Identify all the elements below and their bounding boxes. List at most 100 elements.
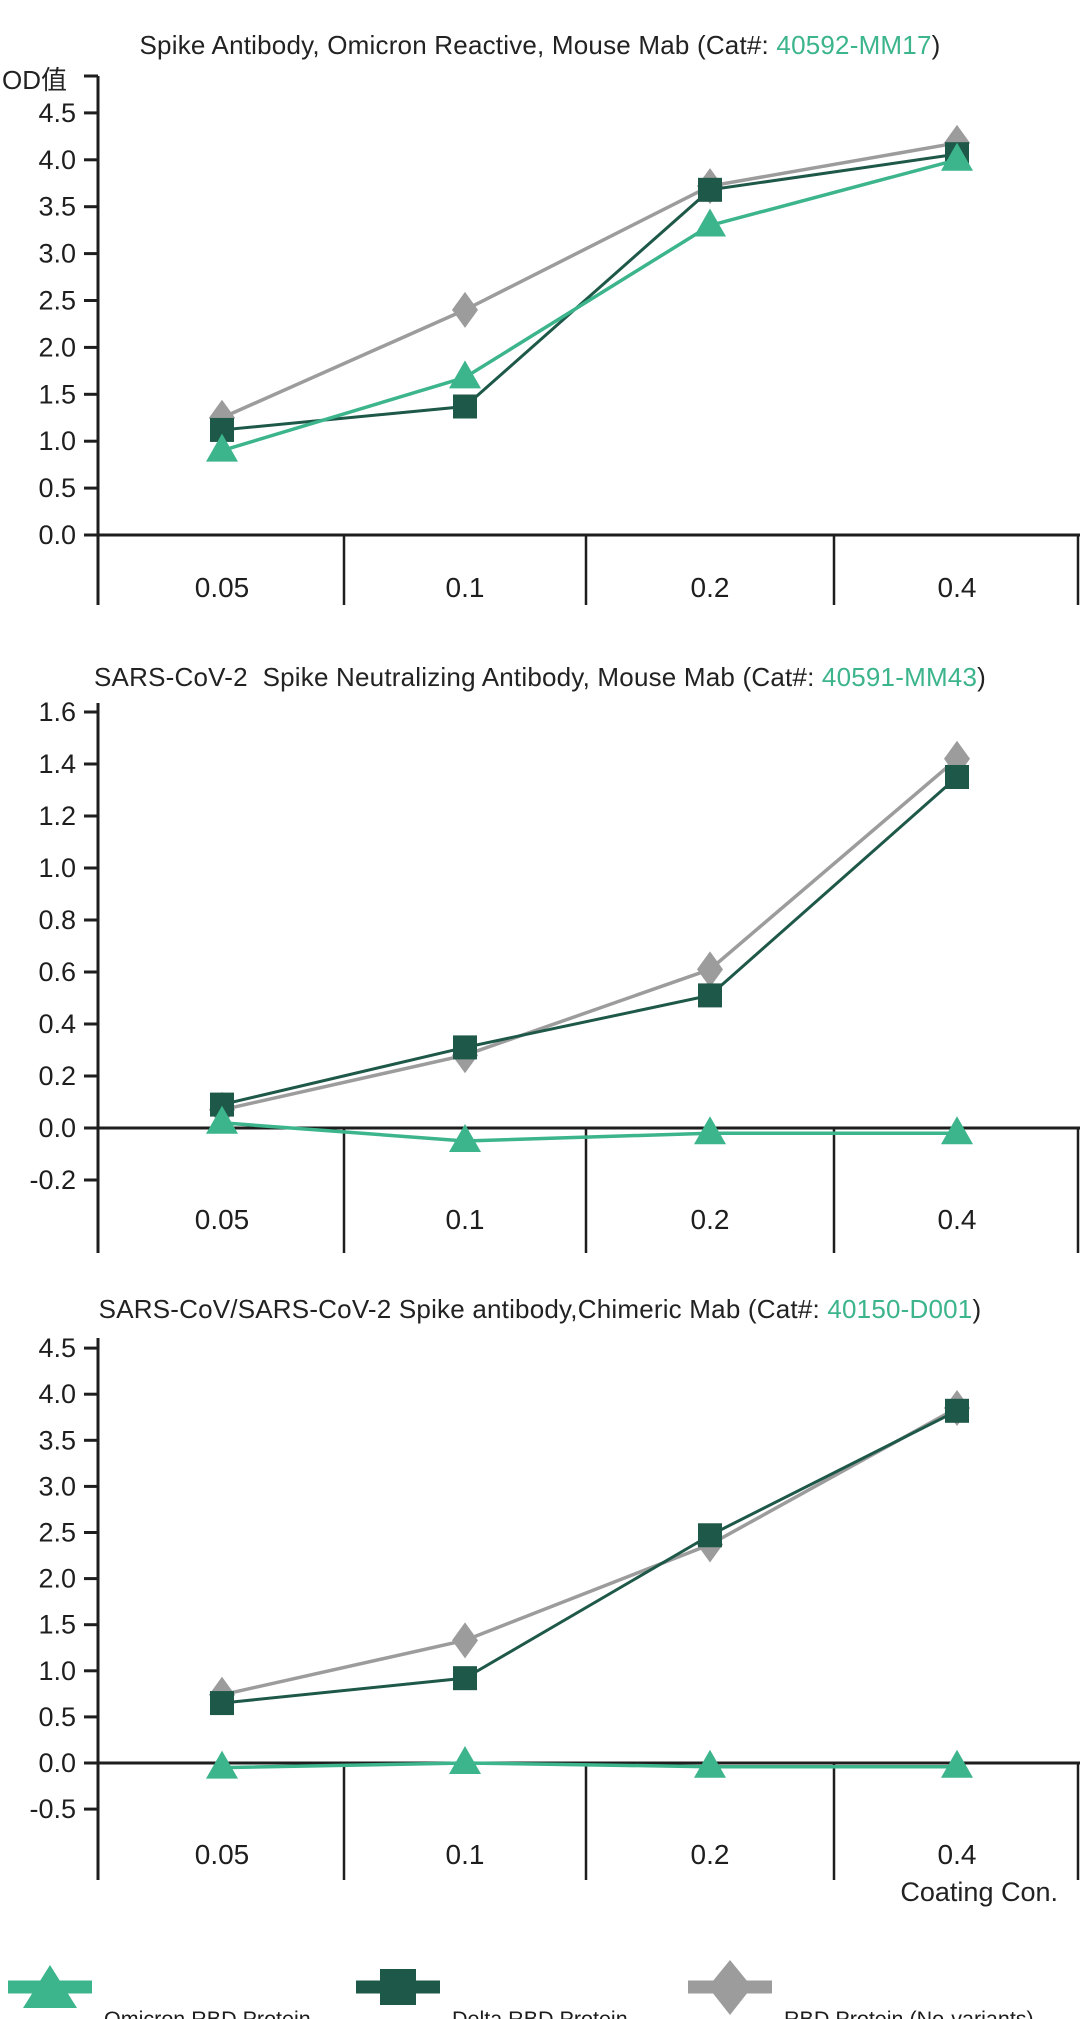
y-tick-label: 2.5 <box>38 286 76 316</box>
square-marker-icon <box>945 1398 969 1423</box>
triangle-marker-icon <box>941 142 973 171</box>
y-tick-label: 4.0 <box>38 145 76 175</box>
chart3-title: SARS-CoV/SARS-CoV-2 Spike antibody,Chime… <box>98 1294 982 1324</box>
triangle-marker-icon <box>449 1124 481 1152</box>
chart2-plot: 1.6 1.4 1.2 1.0 0.8 0.6 0.4 0.2 0.0 -0.2 0.05 0.1 0.… <box>29 697 1080 1253</box>
y-tick-label: 0.0 <box>38 520 76 550</box>
y-tick-label: 0.4 <box>38 1009 76 1039</box>
triangle-marker-icon <box>694 1749 726 1778</box>
chart1-title: Spike Antibody, Omicron Reactive, Mouse … <box>139 30 941 60</box>
square-marker-icon <box>698 983 722 1008</box>
diamond-marker-icon <box>452 291 478 328</box>
y-tick-label: 0.0 <box>38 1748 76 1778</box>
y-tick-label: 0.8 <box>38 905 76 935</box>
y-tick-label: 2.0 <box>38 1564 76 1594</box>
chart1-plot: 4.5 4.0 3.5 3.0 2.5 2.0 1.5 1.0 0.5 0.0 0.05 0.1 0.2… <box>38 74 1080 605</box>
x-tick-label: 0.1 <box>446 572 485 603</box>
triangle-marker-icon <box>941 1749 973 1778</box>
x-tick-label: 0.4 <box>938 572 977 603</box>
chart1-cat-number: 40592-MM17 <box>776 30 932 60</box>
y-tick-label: 4.5 <box>38 98 76 128</box>
x-tick-label: 0.05 <box>195 1839 250 1870</box>
y-tick-label: 3.0 <box>38 239 76 269</box>
triangle-marker-icon <box>206 1750 238 1779</box>
legend-item-omicron: Omicron RBD Protein (Cat#: 40592-V08H121… <box>8 1950 332 2019</box>
x-tick-label: 0.2 <box>691 1204 730 1235</box>
triangle-marker-icon <box>206 433 238 462</box>
series-line <box>221 158 958 453</box>
y-tick-label: 3.5 <box>38 192 76 222</box>
y-axis-label-od: OD值 <box>2 65 68 95</box>
square-marker-icon <box>210 1691 234 1716</box>
legend-item-rbd: RBD Protein (No-variants) (Cat#: 40592-V… <box>688 1950 1034 2019</box>
square-marker-icon <box>945 765 969 789</box>
series-line <box>221 141 958 420</box>
y-tick-label: 1.5 <box>38 379 76 409</box>
y-tick-label: 4.5 <box>38 1333 76 1363</box>
y-tick-label: 1.0 <box>38 853 76 883</box>
legend-text-omicron: Omicron RBD Protein (Cat#: 40592-V08H121… <box>104 1950 332 2019</box>
chart1-title-text: Spike Antibody, Omicron Reactive, Mouse … <box>139 30 777 60</box>
y-tick-label: 2.5 <box>38 1518 76 1548</box>
y-tick-label: 3.0 <box>38 1471 76 1501</box>
y-tick-label: 2.0 <box>38 332 76 362</box>
series-line <box>221 1761 957 1770</box>
x-tick-label: 0.4 <box>938 1839 977 1870</box>
triangle-marker-icon <box>694 1116 726 1145</box>
series-line <box>221 1121 957 1143</box>
x-tick-label: 0.1 <box>446 1204 485 1235</box>
y-tick-label: 1.4 <box>38 749 76 779</box>
y-tick-label: 4.0 <box>38 1379 76 1409</box>
square-marker-icon <box>453 1035 477 1060</box>
triangle-marker-icon <box>941 1116 973 1145</box>
y-tick-label: 0.0 <box>38 1113 76 1143</box>
series-line <box>221 775 958 1107</box>
square-marker-icon <box>698 1523 722 1548</box>
y-tick-label: 0.6 <box>38 957 76 987</box>
y-tick-label: 1.5 <box>38 1610 76 1640</box>
x-tick-label: 0.05 <box>195 572 250 603</box>
square-marker-icon <box>698 177 722 202</box>
legend-item-delta: Delta RBD Protein (Cat#: 40592-V49H1) <box>356 1950 656 2019</box>
square-marker-icon <box>356 1969 440 2005</box>
x-tick-label: 0.2 <box>691 572 730 603</box>
chart2-cat-number: 40591-MM43 <box>821 662 978 692</box>
triangle-marker-icon <box>8 1965 92 2008</box>
legend-name: Delta RBD Protein <box>452 2007 628 2019</box>
chart3-plot: 4.5 4.0 3.5 3.0 2.5 2.0 1.5 1.0 0.5 0.0 -0.5 0.05 0.… <box>29 1333 1080 1880</box>
chart3-title-text: SARS-CoV/SARS-CoV-2 Spike antibody,Chime… <box>98 1294 828 1324</box>
y-tick-label: 0.5 <box>38 473 76 503</box>
y-tick-label: 1.0 <box>38 426 76 456</box>
square-marker-icon <box>453 1666 477 1691</box>
y-tick-label: 0.5 <box>38 1702 76 1732</box>
triangle-marker-icon <box>449 1746 481 1774</box>
chart2-title-text: SARS-CoV-2 Spike Neutralizing Antibody, … <box>94 662 822 692</box>
x-tick-label: 0.2 <box>691 1839 730 1870</box>
y-tick-label: 3.5 <box>38 1425 76 1455</box>
chart3-cat-number: 40150-D001 <box>827 1294 973 1324</box>
legend-text-delta: Delta RBD Protein (Cat#: 40592-V49H1) <box>452 1950 656 2019</box>
y-tick-label: 0.2 <box>38 1061 76 1091</box>
series-line <box>221 1406 958 1697</box>
y-tick-label: -0.2 <box>29 1165 76 1195</box>
y-tick-label: 1.0 <box>38 1656 76 1686</box>
x-tick-label: 0.05 <box>195 1204 250 1235</box>
square-marker-icon <box>453 394 477 419</box>
chart2-title: SARS-CoV-2 Spike Neutralizing Antibody, … <box>94 662 986 692</box>
series-line <box>221 152 958 432</box>
y-tick-label: 1.2 <box>38 801 76 831</box>
x-tick-label: 0.4 <box>938 1204 977 1235</box>
diamond-marker-icon <box>697 951 723 988</box>
series-line <box>221 1409 958 1705</box>
diamond-marker-icon <box>688 1960 772 2015</box>
legend-name: RBD Protein (No-variants) <box>784 2007 1034 2019</box>
diamond-marker-icon <box>452 1622 478 1659</box>
triangle-marker-icon <box>206 1105 238 1134</box>
series-line <box>221 757 959 1112</box>
y-tick-label: -0.5 <box>29 1794 76 1824</box>
x-axis-label: Coating Con. <box>900 1877 1058 1907</box>
legend-name: Omicron RBD Protein <box>104 2007 311 2019</box>
x-tick-label: 0.1 <box>446 1839 485 1870</box>
legend-text-rbd: RBD Protein (No-variants) (Cat#: 40592-V… <box>784 1950 1034 2019</box>
